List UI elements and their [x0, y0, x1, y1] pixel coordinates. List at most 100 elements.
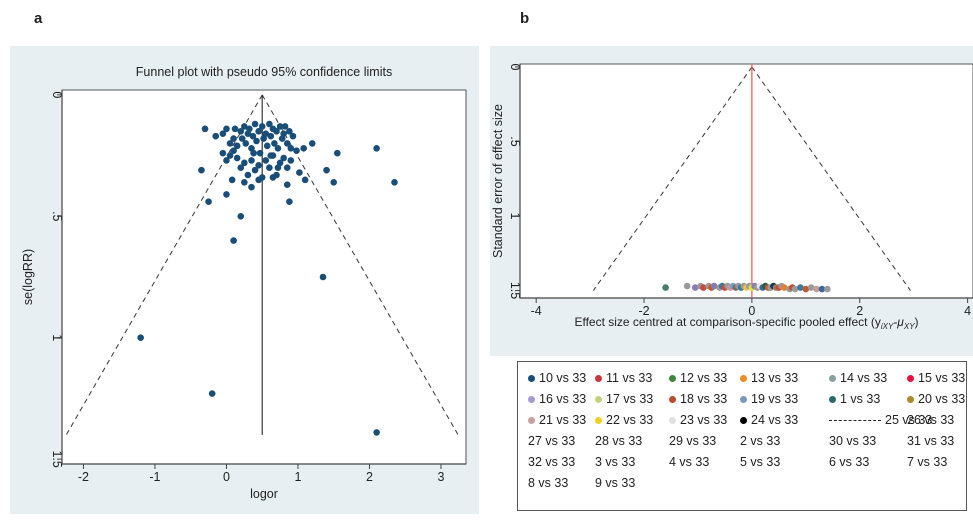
legend-marker-icon [595, 374, 602, 382]
a-x-tick-label: 1 [294, 470, 301, 484]
a-data-point [256, 149, 264, 157]
a-data-point [246, 125, 253, 133]
a-data-point [300, 144, 307, 152]
b-y-tick-label: 1 [508, 213, 522, 220]
legend-marker-icon [829, 395, 836, 403]
a-data-point [241, 178, 248, 186]
legend-item: 29 vs 33 [669, 435, 716, 448]
legend-item: 30 vs 33 [829, 435, 876, 448]
legend-item-label: 14 vs 33 [840, 371, 888, 385]
chart-a-plot-area [61, 89, 467, 465]
a-y-tick-label: 1.5 [50, 450, 64, 467]
a-data-point [219, 149, 227, 157]
a-data-point [241, 159, 248, 167]
legend-item: 3 vs 33 [595, 456, 635, 469]
legend-item: 10 vs 33 [528, 372, 586, 385]
legend-item-label: 2 vs 33 [740, 434, 781, 448]
b-funnel-lower-limit [592, 66, 753, 291]
legend-item: 14 vs 33 [829, 372, 887, 385]
legend-marker-icon [740, 374, 747, 382]
a-data-point [233, 142, 241, 150]
legend-item: 15 vs 33 [907, 372, 965, 385]
legend-item: 4 vs 33 [669, 456, 709, 469]
b-data-point [780, 284, 788, 291]
legend-item-label: 13 vs 33 [751, 371, 799, 385]
b-data-point [813, 285, 820, 293]
legend-item-label: 32 vs 33 [528, 455, 576, 469]
chart-b-plot-area [519, 63, 973, 299]
legend-item-label: 7 vs 33 [907, 455, 948, 469]
chart-b-x-label-sub1: iXY [881, 322, 894, 331]
legend-item-label: 20 vs 33 [918, 392, 966, 406]
legend-item: 24 vs 33 [740, 414, 798, 427]
a-data-point [230, 237, 237, 244]
a-data-point [308, 140, 316, 147]
legend-item-label: 4 vs 33 [669, 455, 710, 469]
a-data-point [251, 166, 259, 174]
a-data-point [244, 171, 252, 179]
legend-dashed-line-icon [829, 419, 881, 421]
a-data-point [274, 144, 282, 152]
b-data-point [710, 282, 718, 290]
legend-item: 17 vs 33 [595, 393, 653, 406]
b-x-tick-label: 0 [748, 304, 755, 318]
b-data-point [683, 282, 691, 290]
legend-marker-icon [528, 416, 535, 424]
b-data-point [824, 285, 831, 293]
legend-item-label: 9 vs 33 [595, 476, 636, 490]
a-data-point [283, 181, 291, 189]
chart-b-x-label-sub2: XY [903, 322, 915, 331]
b-y-tick-label: 0 [508, 64, 522, 71]
chart-b-y-axis-label: Standard error of effect size [491, 104, 505, 258]
a-data-point [286, 198, 293, 206]
a-y-tick-label: 0 [50, 91, 64, 98]
legend-item-label: 21 vs 33 [539, 413, 587, 427]
a-data-point [223, 125, 230, 133]
a-funnel-lower-limit [65, 94, 263, 436]
legend-marker-icon [829, 374, 836, 382]
legend-item-label: 6 vs 33 [829, 455, 870, 469]
a-data-point [255, 161, 262, 169]
legend-item: 20 vs 33 [907, 393, 965, 406]
b-data-point [791, 285, 799, 293]
legend-item-label: 11 vs 33 [606, 371, 653, 385]
legend-item: 7 vs 33 [907, 456, 947, 469]
legend-item-label: 3 vs 33 [595, 455, 636, 469]
a-data-point [258, 123, 266, 130]
chart-b-legend: 10 vs 33 11 vs 33 12 vs 33 13 vs 33 14 vs 33… [517, 361, 967, 511]
a-data-point [267, 132, 275, 140]
legend-item-label: 18 vs 33 [680, 392, 728, 406]
a-data-point [241, 123, 248, 130]
legend-item: 13 vs 33 [740, 372, 798, 385]
b-x-tick-label: 4 [964, 304, 971, 318]
a-data-point [249, 132, 257, 140]
legend-item-label: 29 vs 33 [669, 434, 717, 448]
a-data-point [391, 178, 398, 186]
a-data-point [271, 140, 278, 147]
b-y-tick-label: 1.5 [508, 282, 522, 299]
a-data-point [230, 147, 237, 155]
a-data-point [373, 144, 380, 152]
legend-marker-icon [740, 395, 747, 403]
legend-item-label: 24 vs 33 [751, 413, 799, 427]
legend-item: 11 vs 33 [595, 372, 652, 385]
a-data-point [267, 152, 275, 159]
legend-item-label: 16 vs 33 [539, 392, 587, 406]
legend-item: 23 vs 33 [669, 414, 727, 427]
legend-item-label: 22 vs 33 [606, 413, 654, 427]
chart-b-x-label-mid: -μ [893, 315, 904, 329]
a-data-point [231, 125, 239, 133]
b-data-point [691, 284, 699, 291]
a-data-point [219, 130, 227, 138]
a-data-point [223, 157, 230, 164]
a-data-point [226, 140, 234, 147]
legend-item: 1 vs 33 [829, 393, 880, 406]
legend-item-label: 10 vs 33 [539, 371, 587, 385]
a-data-point [319, 273, 327, 281]
legend-item: 31 vs 33 [907, 435, 954, 448]
a-data-point [373, 429, 380, 436]
legend-item: 18 vs 33 [669, 393, 727, 406]
a-data-point [223, 191, 230, 198]
legend-item-label: 26 vs 33 [907, 413, 955, 427]
legend-item-label: 19 vs 33 [751, 392, 799, 406]
